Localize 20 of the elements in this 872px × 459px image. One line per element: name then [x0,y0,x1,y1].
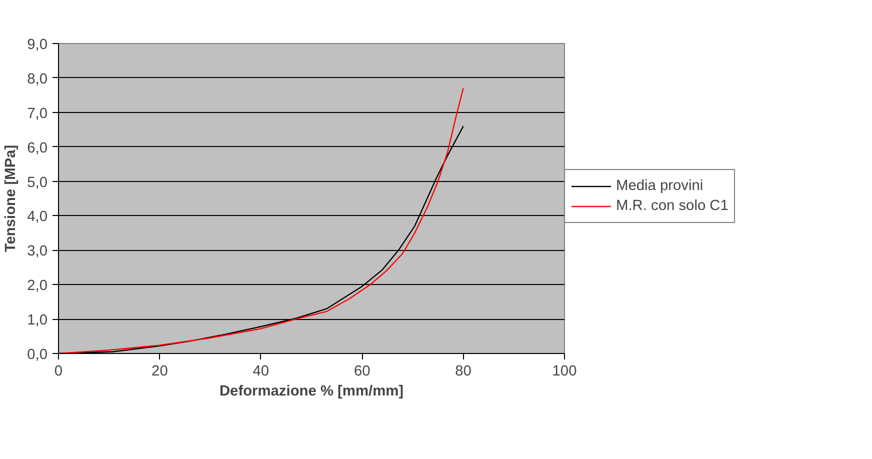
y-tick-label: 7,0 [27,106,48,122]
y-tick-label: 1,0 [27,312,48,329]
x-tick-label: 20 [152,364,168,380]
y-axis-title: Tensione [MPa] [3,144,20,252]
y-tick-label: 0,0 [27,347,48,363]
y-tick-label: 9,0 [27,37,48,53]
x-tick-label: 40 [252,364,270,380]
y-tick-label: 5,0 [27,174,48,191]
y-tick-label: 2,0 [27,278,48,294]
legend-label: Media provini [616,177,704,195]
x-axis-title: Deformazione % [mm/mm] [219,384,404,400]
legend-label: M.R. con solo C1 [616,197,728,215]
y-tick-label: 3,0 [27,244,48,260]
x-tick-label: 80 [455,364,472,380]
y-tick-label: 4,0 [27,209,48,226]
x-tick-label: 60 [354,364,370,380]
y-tick-label: 6,0 [27,140,48,156]
x-tick-label: 100 [552,364,577,380]
x-tick-label: 0 [54,364,63,380]
y-tick-label: 8,0 [27,71,48,88]
